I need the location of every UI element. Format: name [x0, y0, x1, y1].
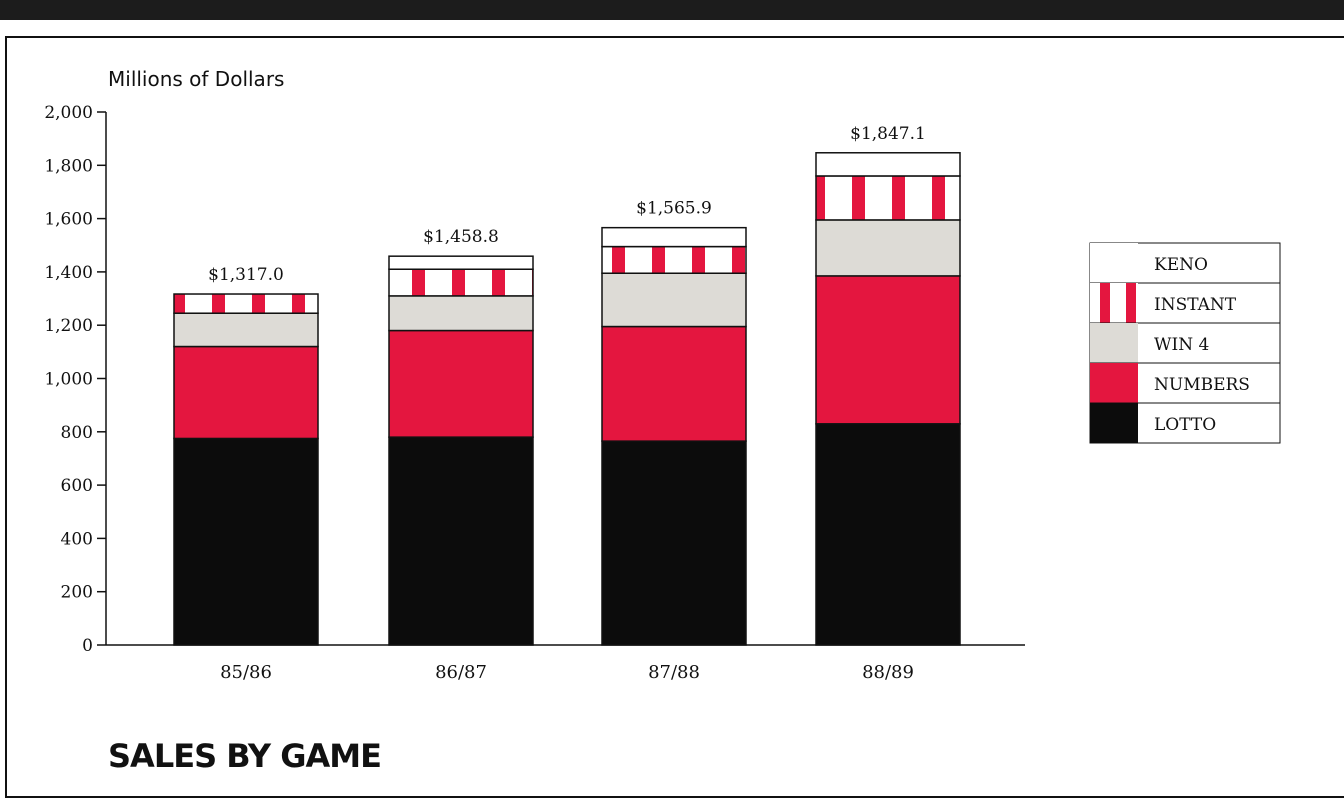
bar-segment-numbers: [815, 275, 961, 425]
bar-segment-keno: [388, 255, 534, 270]
bar-segment-instant: [388, 268, 534, 297]
x-tick-label: 87/88: [648, 662, 700, 683]
x-tick-label: 88/89: [862, 662, 914, 683]
bar-segment-keno: [815, 152, 961, 177]
y-tick-label: 1,000: [44, 370, 93, 390]
total-label: $1,565.9: [636, 199, 712, 219]
bar-segment-lotto: [815, 423, 961, 646]
figure-frame: [5, 36, 1344, 798]
y-tick-label: 600: [61, 476, 93, 496]
y-tick-label: 1,600: [44, 210, 93, 230]
legend-swatch-instant: [1090, 283, 1138, 323]
y-tick-label: 800: [61, 423, 93, 443]
y-tick-label: 1,200: [44, 316, 93, 336]
y-axis: 0 200 400 600 800 1,000 1,200 1,400 1,600 1,800 2,…: [44, 103, 1025, 656]
total-labels: $1,317.0 $1,458.8 $1,565.9 $1,847.1: [208, 124, 926, 285]
legend-label: KENO: [1154, 255, 1208, 275]
legend-swatch-lotto: [1090, 403, 1138, 443]
bar-segment-instant: [815, 175, 961, 221]
bar-segment-lotto: [388, 436, 534, 646]
legend-swatch-numbers: [1090, 363, 1138, 403]
legend: KENO INSTANT WIN 4 NUMBERS LOTTO: [1089, 242, 1281, 444]
legend-label: WIN 4: [1154, 335, 1209, 355]
bar-segment-win4: [815, 219, 961, 277]
y-tick-label: 200: [61, 583, 93, 603]
legend-swatch-win4: [1090, 323, 1138, 363]
total-label: $1,458.8: [423, 227, 499, 247]
bar-segment-instant: [601, 245, 747, 274]
legend-label: NUMBERS: [1154, 375, 1250, 395]
y-tick-label: 400: [61, 529, 93, 549]
bar-segment-keno: [601, 226, 747, 248]
bar-segment-instant: [173, 293, 319, 314]
y-tick-label: 1,400: [44, 263, 93, 283]
top-band: [0, 0, 1344, 20]
y-tick-label: 2,000: [44, 103, 93, 123]
x-tick-label: 86/87: [435, 662, 487, 683]
bar-segment-lotto: [173, 437, 319, 646]
legend-swatch-keno: [1090, 243, 1138, 283]
y-tick-label: 0: [82, 636, 93, 656]
chart-title: SALES BY GAME: [108, 737, 381, 775]
bar-segment-win4: [173, 312, 319, 348]
bar-segment-numbers: [388, 329, 534, 438]
total-label: $1,317.0: [208, 265, 284, 285]
bar-segment-numbers: [173, 345, 319, 440]
legend-label: LOTTO: [1154, 415, 1216, 435]
x-tick-label: 85/86: [220, 662, 272, 683]
y-axis-title: Millions of Dollars: [108, 67, 284, 91]
total-label: $1,847.1: [850, 124, 926, 144]
legend-label: INSTANT: [1154, 295, 1237, 315]
bars: [173, 152, 961, 646]
bar-segment-win4: [601, 272, 747, 328]
bar-segment-win4: [388, 295, 534, 332]
x-axis-ticks: 85/86 86/87 87/88 88/89: [220, 662, 914, 683]
bar-segment-numbers: [601, 325, 747, 442]
bar-segment-lotto: [601, 440, 747, 646]
y-tick-label: 1,800: [44, 156, 93, 176]
